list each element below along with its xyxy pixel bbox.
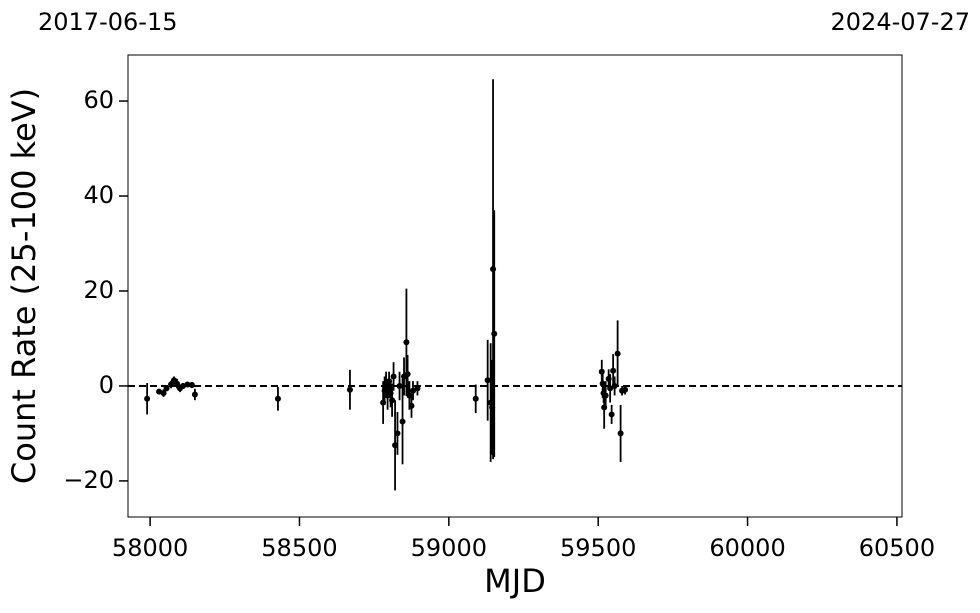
data-point <box>414 385 421 392</box>
x-tick-label: 59000 <box>411 534 487 562</box>
x-tick-label: 59500 <box>560 534 636 562</box>
data-point <box>168 381 175 388</box>
data-point <box>184 381 191 388</box>
data-point <box>394 430 401 437</box>
data-point <box>389 397 396 404</box>
x-tick-label: 60500 <box>859 534 935 562</box>
data-point <box>160 390 167 397</box>
data-point <box>399 418 406 425</box>
data-point <box>409 387 416 394</box>
end-date-label: 2024-07-27 <box>831 8 970 36</box>
data-point <box>610 367 617 374</box>
x-tick-label: 60000 <box>709 534 785 562</box>
data-point <box>622 386 629 393</box>
y-tick-label: 60 <box>83 86 114 114</box>
data-point <box>274 395 281 402</box>
y-tick-label: −20 <box>63 466 114 494</box>
data-point <box>472 395 479 402</box>
data-point <box>163 385 170 392</box>
data-point <box>491 330 498 337</box>
data-point <box>614 350 621 357</box>
data-point <box>404 371 411 378</box>
data-point <box>408 402 415 409</box>
x-axis-label: MJD <box>484 562 546 600</box>
data-point <box>396 382 403 389</box>
plot-frame <box>127 54 903 518</box>
y-tick-label: 40 <box>83 181 114 209</box>
data-point <box>188 382 195 388</box>
data-point <box>484 377 491 384</box>
data-point <box>617 430 624 437</box>
y-tick-label: 0 <box>99 371 114 399</box>
y-axis-label: Count Rate (25-100 keV) <box>5 88 43 484</box>
data-point <box>602 392 609 399</box>
start-date-label: 2017-06-15 <box>38 8 177 36</box>
data-point <box>607 385 614 392</box>
data-point <box>173 380 180 387</box>
data-point <box>608 411 615 418</box>
data-point <box>611 382 618 389</box>
data-point <box>390 373 397 380</box>
data-point <box>346 386 353 393</box>
data-point <box>403 339 410 346</box>
data-point <box>191 391 198 398</box>
x-tick-label: 58000 <box>112 534 188 562</box>
data-point <box>144 395 151 402</box>
data-point <box>490 266 497 273</box>
y-tick-label: 20 <box>83 276 114 304</box>
x-tick-label: 58500 <box>261 534 337 562</box>
